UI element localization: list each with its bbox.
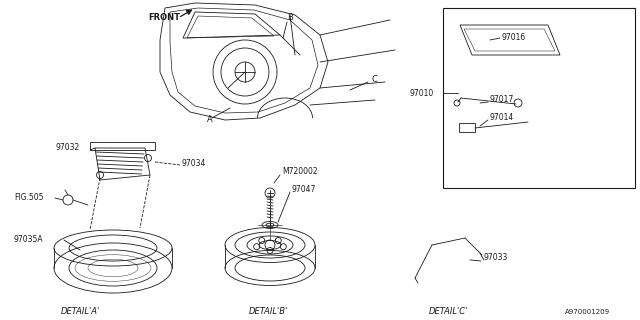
Text: 97032: 97032 — [55, 143, 79, 153]
Text: DETAIL'A': DETAIL'A' — [60, 308, 100, 316]
Text: 97016: 97016 — [502, 34, 526, 43]
Text: C: C — [372, 76, 378, 84]
Bar — [443, 8, 635, 188]
Bar — [459, 123, 475, 132]
Text: 97033: 97033 — [483, 253, 508, 262]
Text: 97047: 97047 — [292, 186, 316, 195]
Text: B: B — [287, 13, 293, 22]
Text: A970001209: A970001209 — [565, 309, 610, 315]
Text: 97017: 97017 — [490, 95, 515, 105]
Text: DETAIL'C': DETAIL'C' — [428, 308, 468, 316]
Text: A: A — [207, 116, 212, 124]
Text: M720002: M720002 — [282, 167, 317, 177]
Text: DETAIL'B': DETAIL'B' — [248, 308, 287, 316]
Text: 97014: 97014 — [490, 114, 515, 123]
Text: FRONT: FRONT — [148, 13, 180, 22]
Text: 97010: 97010 — [410, 89, 434, 98]
Text: FIG.505: FIG.505 — [14, 194, 44, 203]
Text: 97035A: 97035A — [14, 236, 44, 244]
Text: 97034: 97034 — [181, 158, 205, 167]
